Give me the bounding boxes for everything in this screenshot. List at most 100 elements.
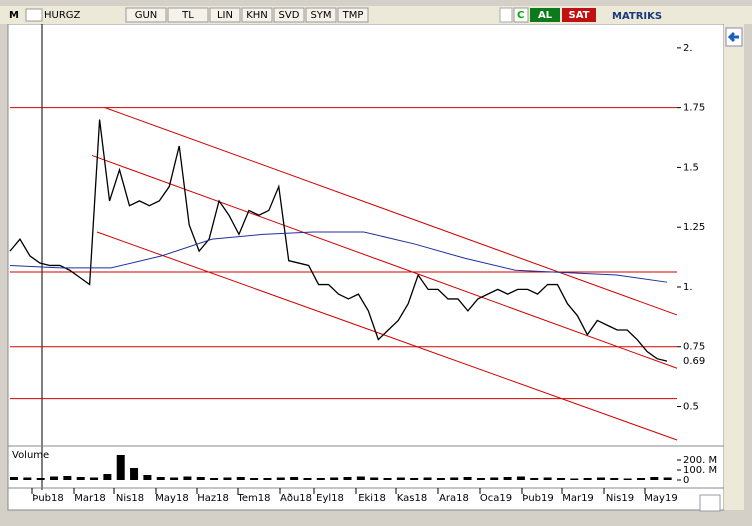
x-tick-label: Þub18 [32, 493, 63, 504]
volume-bar [223, 477, 232, 480]
volume-bar [396, 477, 405, 480]
y-tick-label: 0.75 [683, 342, 705, 353]
refresh-button[interactable] [513, 7, 529, 23]
volume-bar [516, 476, 525, 480]
volume-bar [130, 468, 139, 480]
volume-bar [410, 478, 419, 480]
volume-tick-label: 100. M [683, 465, 717, 476]
volume-bar [290, 477, 299, 480]
volume-bar [343, 477, 352, 480]
volume-title: Volume [12, 450, 49, 461]
chart-area [7, 23, 725, 511]
volume-bar [23, 477, 32, 480]
volume-bar [303, 478, 312, 480]
buy-button[interactable] [530, 8, 560, 22]
volume-bar [276, 477, 285, 480]
volume-bar [636, 478, 645, 480]
x-tick-label: Nis18 [116, 493, 144, 504]
brand: MATRIKS [612, 11, 662, 22]
volume-bar [210, 478, 219, 480]
volume-bar [356, 476, 365, 480]
toolbar-button[interactable] [209, 7, 241, 23]
volume-bar [263, 478, 272, 480]
x-tick-label: Oca19 [480, 493, 512, 504]
volume-bar [623, 478, 632, 480]
x-tick-label: Ara18 [439, 493, 469, 504]
volume-bar [556, 478, 565, 480]
toolbar-label: GUN [135, 10, 158, 21]
volume-bar [436, 478, 445, 480]
volume-bar [183, 476, 192, 480]
y-tick-label: 1.75 [683, 103, 705, 114]
volume-bar [50, 476, 59, 480]
volume-bar [476, 478, 485, 480]
icon[interactable] [499, 7, 513, 23]
volume-bar [63, 476, 72, 480]
volume-bar [663, 477, 672, 480]
settings-button[interactable] [699, 494, 721, 512]
x-tick-label: Mar18 [74, 493, 106, 504]
toolbar-label: SYM [310, 10, 331, 21]
sell-label: SAT [569, 10, 590, 21]
volume-bar [170, 477, 179, 480]
x-tick-label: Mar19 [562, 493, 594, 504]
toolbar-label: KHN [246, 10, 268, 21]
volume-bar [596, 477, 605, 480]
toolbar-button[interactable] [241, 7, 273, 23]
buy-label: AL [538, 10, 553, 21]
volume-bar [370, 477, 379, 480]
volume-bar [543, 477, 552, 480]
toolbar-label: SVD [279, 10, 300, 21]
x-tick-label: Eki18 [358, 493, 386, 504]
volume-tick-label: 200. M [683, 455, 717, 466]
volume-bar [650, 477, 659, 480]
x-tick-label: Eyl18 [316, 493, 344, 504]
toolbar-button[interactable] [337, 7, 369, 23]
volume-bar [156, 477, 165, 480]
channel-line [104, 107, 678, 316]
volume-bar [90, 477, 99, 480]
volume-bar [196, 477, 205, 480]
volume-tick-label: 0 [683, 475, 689, 486]
y-tick-label: 1. [683, 282, 693, 293]
volume-bar [76, 477, 85, 480]
y-tick-label: 1.25 [683, 222, 705, 233]
side-panel [724, 24, 744, 510]
volume-bar [423, 477, 432, 480]
x-tick-label: Kas18 [397, 493, 427, 504]
volume-bar [570, 478, 579, 480]
toolbar-button[interactable] [305, 7, 337, 23]
symbol[interactable]: HURGZ [44, 10, 81, 21]
volume-bar [116, 455, 125, 480]
volume-bar [143, 475, 152, 480]
x-tick-label: May18 [155, 493, 188, 504]
y-tick-label: 0.5 [683, 402, 699, 413]
volume-bar [103, 474, 112, 480]
toolbar-label: TL [181, 10, 194, 21]
volume-bar [450, 477, 459, 480]
toolbar-label: LIN [217, 10, 233, 21]
volume-bar [383, 478, 392, 480]
x-tick-label: Tem18 [236, 493, 270, 504]
volume-bar [236, 477, 245, 480]
volume-bar [36, 478, 45, 480]
volume-bar [10, 477, 19, 480]
price-line [9, 119, 668, 362]
toolbar-button[interactable] [125, 7, 167, 23]
x-tick-label: Þub19 [522, 493, 553, 504]
volume-bar [530, 478, 539, 480]
channel-line [96, 231, 678, 441]
icon[interactable] [25, 8, 43, 22]
volume-bar [503, 477, 512, 480]
toolbar-button[interactable] [167, 7, 209, 23]
x-tick-label: Aðu18 [280, 493, 312, 504]
toolbar-button[interactable] [273, 7, 305, 23]
back-arrow [727, 31, 739, 43]
last-value-label: 0.69 [683, 356, 705, 367]
x-tick-label: May19 [644, 493, 677, 504]
toolbar-label: TMP [342, 10, 364, 21]
volume-bar [316, 478, 325, 480]
last-value-box [678, 355, 708, 368]
sell-button[interactable] [562, 8, 596, 22]
